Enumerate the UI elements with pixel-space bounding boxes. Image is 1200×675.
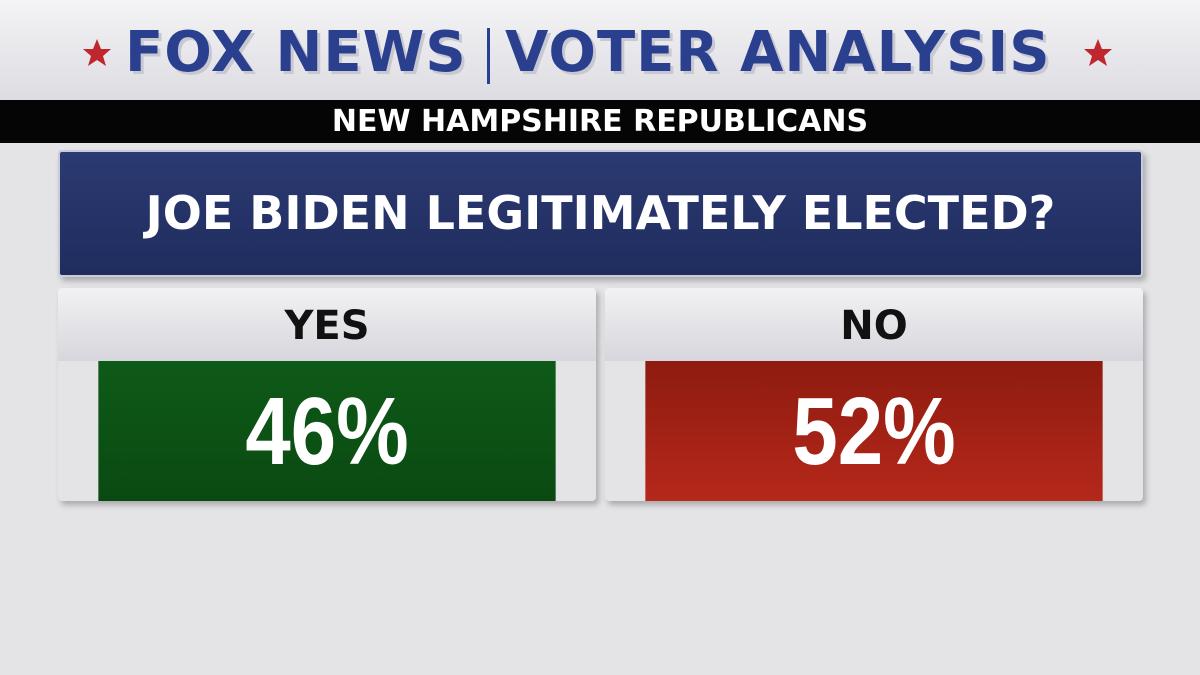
header-band	[0, 0, 1200, 100]
answer-label: YES	[58, 288, 596, 361]
brand: FOX NEWS	[125, 20, 467, 85]
answer-card: YES 46%	[58, 288, 596, 501]
subtitle: NEW HAMPSHIRE REPUBLICANS	[0, 100, 1200, 143]
answer-value: 52%	[645, 361, 1103, 501]
divider	[487, 28, 490, 84]
star	[83, 39, 111, 66]
star	[1084, 39, 1112, 66]
question: JOE BIDEN LEGITIMATELY ELECTED?	[58, 150, 1143, 277]
answer-value: 46%	[98, 361, 556, 501]
section-title: VOTER ANALYSIS	[505, 20, 1051, 85]
answer-label: NO	[605, 288, 1143, 361]
answer-card: NO 52%	[605, 288, 1143, 501]
